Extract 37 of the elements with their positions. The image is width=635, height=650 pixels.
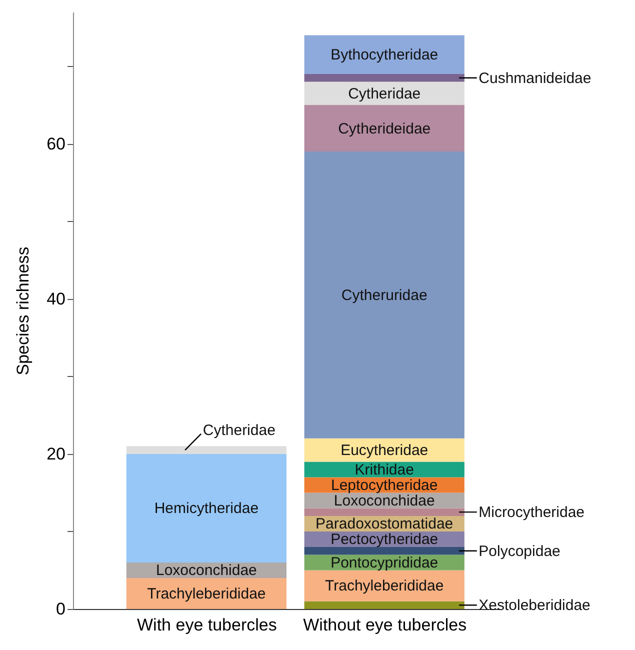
series-label: Eucytheridae bbox=[340, 442, 428, 460]
series-label: Krithidae bbox=[354, 461, 414, 478]
x-tick-label: Without eye tubercles bbox=[303, 616, 467, 634]
bar bbox=[304, 546, 464, 555]
series-label: Paradoxostomatidae bbox=[316, 516, 454, 533]
text: Cytheridae bbox=[202, 422, 276, 439]
series-label: Loxoconchidae bbox=[156, 562, 257, 580]
y-tick-label: 0 bbox=[56, 600, 66, 618]
series-label: Cytherideidae bbox=[338, 120, 431, 138]
series-label: Microcytheridae bbox=[478, 504, 585, 522]
series-label: Pontocyprididae bbox=[330, 554, 438, 572]
text: Loxoconchidae bbox=[334, 492, 435, 510]
bar bbox=[304, 74, 464, 82]
series-label: Xestoleberididae bbox=[478, 597, 590, 614]
text: Trachyleberididae bbox=[325, 578, 444, 595]
bar bbox=[126, 446, 286, 454]
bar bbox=[304, 508, 464, 516]
series-label: Bythocytheridae bbox=[330, 46, 438, 64]
series-label: Leptocytheridae bbox=[330, 476, 438, 494]
bar bbox=[304, 105, 464, 152]
series-label: Polycopidae bbox=[478, 542, 560, 560]
series-label: Pectocytheridae bbox=[330, 531, 438, 548]
y-axis-title: Species richness bbox=[14, 246, 33, 376]
series-label: Cushmanideidae bbox=[478, 70, 592, 87]
bar bbox=[304, 152, 464, 438]
series-label: Cytheruridae bbox=[341, 286, 428, 304]
y-tick-label: 60 bbox=[46, 134, 66, 154]
bar bbox=[126, 454, 286, 562]
bar bbox=[304, 601, 464, 609]
y-tick-label: 20 bbox=[46, 444, 66, 464]
y-tick-label: 40 bbox=[46, 289, 66, 308]
x-tick-label: With eye tubercles bbox=[137, 616, 277, 634]
series-label: Cytheridae bbox=[348, 85, 421, 102]
series-label: Trachyleberididae bbox=[147, 585, 266, 602]
series-label: Hemicytheridae bbox=[154, 500, 259, 518]
bar bbox=[304, 35, 464, 74]
bar bbox=[304, 82, 464, 106]
